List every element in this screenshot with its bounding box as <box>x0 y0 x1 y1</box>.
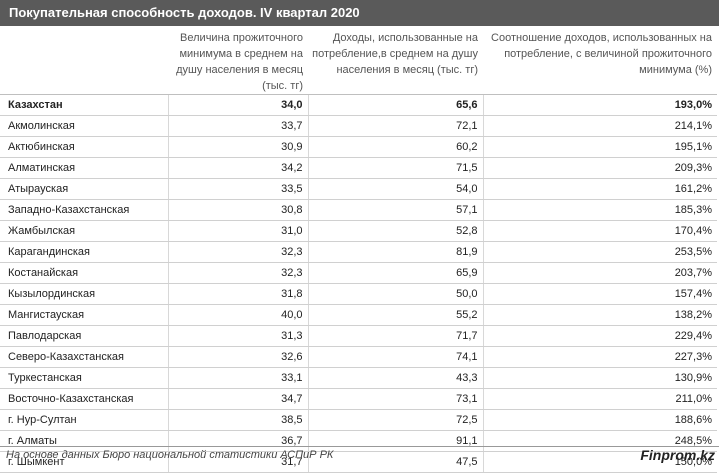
region-cell: г. Нур-Султан <box>0 409 168 431</box>
table-body: Казахстан 34,0 65,6 193,0% Акмолинская 33,7 72… <box>0 94 717 473</box>
header-region <box>0 26 168 95</box>
ratio-cell: 211,0% <box>482 388 717 410</box>
region-cell: Алматинская <box>0 157 168 179</box>
region-cell: Карагандинская <box>0 241 168 263</box>
ratio-cell: 214,1% <box>482 115 717 137</box>
table-row: Западно-Казахстанская 30,8 57,1 185,3% <box>0 199 717 221</box>
income-cell: 81,9 <box>307 241 483 263</box>
subsistence-minimum-cell: 31,0 <box>167 220 308 242</box>
subsistence-minimum-cell: 31,3 <box>167 325 308 347</box>
ratio-cell: 229,4% <box>482 325 717 347</box>
table-row: Павлодарская 31,3 71,7 229,4% <box>0 325 717 347</box>
subsistence-minimum-cell: 34,2 <box>167 157 308 179</box>
region-cell: Северо-Казахстанская <box>0 346 168 368</box>
subsistence-minimum-cell: 30,9 <box>167 136 308 158</box>
ratio-cell: 195,1% <box>482 136 717 158</box>
table-row: г. Нур-Султан 38,5 72,5 188,6% <box>0 409 717 431</box>
subsistence-minimum-cell: 32,3 <box>167 262 308 284</box>
table-row: Атырауская 33,5 54,0 161,2% <box>0 178 717 200</box>
header-income: Доходы, использованные на потребление,в … <box>308 26 483 95</box>
table-row: Казахстан 34,0 65,6 193,0% <box>0 94 717 116</box>
region-cell: Туркестанская <box>0 367 168 389</box>
income-cell: 57,1 <box>307 199 483 221</box>
income-cell: 50,0 <box>307 283 483 305</box>
subsistence-minimum-cell: 33,7 <box>167 115 308 137</box>
ratio-cell: 203,7% <box>482 262 717 284</box>
income-cell: 72,5 <box>307 409 483 431</box>
table-row: Карагандинская 32,3 81,9 253,5% <box>0 241 717 263</box>
income-cell: 43,3 <box>307 367 483 389</box>
region-cell: Мангистауская <box>0 304 168 326</box>
subsistence-minimum-cell: 32,6 <box>167 346 308 368</box>
region-cell: Западно-Казахстанская <box>0 199 168 221</box>
ratio-cell: 253,5% <box>482 241 717 263</box>
footer: На основе данных Бюро национальной стати… <box>0 446 719 468</box>
subsistence-minimum-cell: 30,8 <box>167 199 308 221</box>
ratio-cell: 193,0% <box>482 94 717 116</box>
footer-divider <box>0 446 719 447</box>
subsistence-minimum-cell: 33,5 <box>167 178 308 200</box>
region-cell: Казахстан <box>0 94 168 116</box>
income-cell: 74,1 <box>307 346 483 368</box>
income-cell: 73,1 <box>307 388 483 410</box>
brand-logo: Finprom.kz <box>640 447 715 463</box>
region-cell: Акмолинская <box>0 115 168 137</box>
ratio-cell: 185,3% <box>482 199 717 221</box>
ratio-cell: 170,4% <box>482 220 717 242</box>
income-cell: 72,1 <box>307 115 483 137</box>
income-cell: 65,9 <box>307 262 483 284</box>
table-row: Жамбылская 31,0 52,8 170,4% <box>0 220 717 242</box>
table-row: Акмолинская 33,7 72,1 214,1% <box>0 115 717 137</box>
region-cell: Жамбылская <box>0 220 168 242</box>
table-row: Алматинская 34,2 71,5 209,3% <box>0 157 717 179</box>
subsistence-minimum-cell: 32,3 <box>167 241 308 263</box>
subsistence-minimum-cell: 31,8 <box>167 283 308 305</box>
table-row: Костанайская 32,3 65,9 203,7% <box>0 262 717 284</box>
source-note: На основе данных Бюро национальной стати… <box>6 449 334 461</box>
table-row: Северо-Казахстанская 32,6 74,1 227,3% <box>0 346 717 368</box>
data-table: Величина прожиточного минимума в среднем… <box>0 26 717 473</box>
table-row: Актюбинская 30,9 60,2 195,1% <box>0 136 717 158</box>
ratio-cell: 227,3% <box>482 346 717 368</box>
income-cell: 52,8 <box>307 220 483 242</box>
income-cell: 71,5 <box>307 157 483 179</box>
ratio-cell: 188,6% <box>482 409 717 431</box>
subsistence-minimum-cell: 40,0 <box>167 304 308 326</box>
subsistence-minimum-cell: 38,5 <box>167 409 308 431</box>
income-cell: 65,6 <box>307 94 483 116</box>
income-cell: 54,0 <box>307 178 483 200</box>
header-subsistence-minimum: Величина прожиточного минимума в среднем… <box>168 26 308 95</box>
table-title: Покупательная способность доходов. IV кв… <box>0 0 719 26</box>
table-row: Мангистауская 40,0 55,2 138,2% <box>0 304 717 326</box>
region-cell: Актюбинская <box>0 136 168 158</box>
region-cell: Атырауская <box>0 178 168 200</box>
subsistence-minimum-cell: 33,1 <box>167 367 308 389</box>
ratio-cell: 157,4% <box>482 283 717 305</box>
subsistence-minimum-cell: 34,0 <box>167 94 308 116</box>
ratio-cell: 130,9% <box>482 367 717 389</box>
ratio-cell: 209,3% <box>482 157 717 179</box>
income-cell: 60,2 <box>307 136 483 158</box>
table-row: Восточно-Казахстанская 34,7 73,1 211,0% <box>0 388 717 410</box>
table-row: Туркестанская 33,1 43,3 130,9% <box>0 367 717 389</box>
income-cell: 55,2 <box>307 304 483 326</box>
region-cell: Восточно-Казахстанская <box>0 388 168 410</box>
header-row: Величина прожиточного минимума в среднем… <box>0 26 717 95</box>
header-ratio: Соотношение доходов, использованных на п… <box>483 26 717 95</box>
table-row: Кызылординская 31,8 50,0 157,4% <box>0 283 717 305</box>
region-cell: Павлодарская <box>0 325 168 347</box>
region-cell: Кызылординская <box>0 283 168 305</box>
ratio-cell: 138,2% <box>482 304 717 326</box>
ratio-cell: 161,2% <box>482 178 717 200</box>
subsistence-minimum-cell: 34,7 <box>167 388 308 410</box>
region-cell: Костанайская <box>0 262 168 284</box>
income-cell: 71,7 <box>307 325 483 347</box>
